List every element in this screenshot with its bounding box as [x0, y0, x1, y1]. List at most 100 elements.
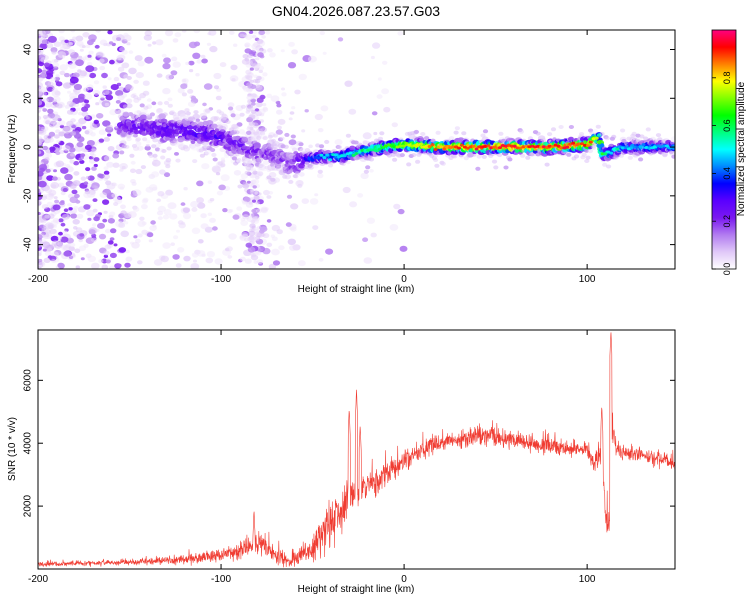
heatmap-cell: [123, 32, 129, 38]
heatmap-cell: [104, 228, 111, 234]
heatmap-cell: [440, 161, 446, 166]
heatmap-cell: [236, 206, 243, 211]
heatmap-cell: [67, 90, 71, 94]
heatmap-cell: [103, 174, 110, 180]
heatmap-cell: [269, 52, 276, 58]
heatmap-cell: [280, 49, 285, 53]
heatmap-cell: [251, 102, 256, 106]
heatmap-cell: [267, 134, 273, 139]
heatmap-cell: [380, 146, 385, 149]
heatmap-cell: [392, 157, 398, 162]
heatmap-cell: [244, 42, 251, 48]
heatmap-cell: [80, 176, 87, 181]
heatmap-cell: [643, 136, 649, 141]
heatmap-cell: [119, 150, 125, 155]
heatmap-cell: [105, 259, 111, 264]
heatmap-cell: [52, 121, 61, 128]
heatmap-cell: [635, 133, 641, 138]
heatmap-cell: [246, 82, 253, 88]
heatmap-cell: [55, 81, 63, 87]
heatmap-cell: [461, 131, 467, 136]
heatmap-cell: [251, 47, 257, 52]
heatmap-cell: [42, 241, 51, 248]
heatmap-cell: [137, 260, 143, 265]
heatmap-cell: [454, 126, 460, 131]
heatmap-cell: [47, 213, 55, 219]
heatmap-cell: [406, 162, 412, 167]
heatmap-cell: [290, 226, 297, 232]
heatmap-cell: [317, 128, 324, 133]
heatmap-cell: [87, 54, 92, 58]
heatmap-cell: [246, 95, 254, 101]
heatmap-cell: [137, 60, 145, 67]
heatmap-cell: [85, 44, 91, 49]
heatmap-cell: [84, 104, 90, 108]
heatmap-cell: [230, 64, 238, 71]
heatmap-cell: [159, 169, 166, 175]
heatmap-cell: [337, 37, 344, 42]
heatmap-cell: [457, 146, 461, 150]
heatmap-cell: [151, 171, 160, 178]
heatmap-cell: [256, 97, 264, 103]
heatmap-cell: [152, 138, 159, 143]
colorbar-tick-label: 0.0: [722, 263, 732, 276]
heatmap-cell: [68, 207, 73, 211]
heatmap-cell: [52, 217, 60, 223]
heatmap-cell: [38, 211, 41, 216]
heatmap-cell: [165, 164, 171, 169]
colorbar-tick-label: 0.6: [722, 119, 732, 132]
heatmap-cell: [83, 99, 90, 104]
heatmap-cell: [130, 160, 136, 165]
heatmap-cell: [288, 179, 294, 184]
heatmap-cell: [271, 248, 280, 256]
heatmap-cell: [415, 159, 421, 164]
heatmap-cell: [64, 72, 70, 78]
heatmap-cell: [290, 134, 296, 139]
heatmap-cell: [190, 263, 200, 269]
colorbar-ticks: 0.0 0.2 0.4 0.6 0.8: [712, 72, 732, 276]
heatmap-cell: [611, 134, 617, 139]
heatmap-cell: [81, 106, 89, 112]
heatmap-cell: [183, 146, 191, 152]
x-tick-label: 100: [579, 574, 596, 585]
heatmap-cell: [98, 173, 105, 179]
heatmap-cell: [621, 146, 625, 150]
heatmap-cell: [156, 198, 162, 203]
heatmap-cell: [191, 227, 201, 235]
x-tick-label: -200: [28, 274, 48, 285]
heatmap-cell: [126, 76, 132, 80]
heatmap-cell: [131, 181, 137, 186]
heatmap-cell: [133, 98, 140, 103]
y-tick-label: -40: [23, 237, 34, 252]
heatmap-cell: [294, 89, 301, 95]
heatmap-cell: [266, 242, 273, 247]
heatmap-cell: [459, 143, 464, 147]
heatmap-cell: [55, 74, 60, 78]
heatmap-cell: [38, 125, 41, 130]
heatmap-cell: [38, 167, 45, 173]
heatmap-cell: [143, 105, 149, 110]
heatmap-cell: [389, 224, 399, 231]
heatmap-cell: [126, 42, 131, 46]
heatmap-cell: [90, 237, 97, 243]
heatmap-cell: [68, 62, 77, 69]
heatmap-cell: [85, 175, 91, 180]
chart-title: GN04.2026.087.23.57.G03: [272, 3, 440, 19]
heatmap-cell: [115, 100, 121, 104]
heatmap-cell: [250, 241, 256, 245]
heatmap-cell: [584, 159, 590, 163]
heatmap-cell: [246, 180, 251, 184]
heatmap-cell: [204, 108, 211, 113]
heatmap-cell: [294, 171, 300, 176]
heatmap-cell: [83, 181, 89, 185]
heatmap-cell: [103, 250, 110, 256]
heatmap-cell: [580, 142, 584, 146]
heatmap-cell: [58, 131, 65, 137]
heatmap-cell: [196, 197, 205, 204]
heatmap-cell: [193, 30, 201, 34]
heatmap-cell: [558, 125, 564, 129]
heatmap-cell: [304, 109, 309, 113]
heatmap-cell: [109, 211, 116, 217]
heatmap-cell: [56, 103, 63, 109]
heatmap-cell: [550, 127, 557, 132]
